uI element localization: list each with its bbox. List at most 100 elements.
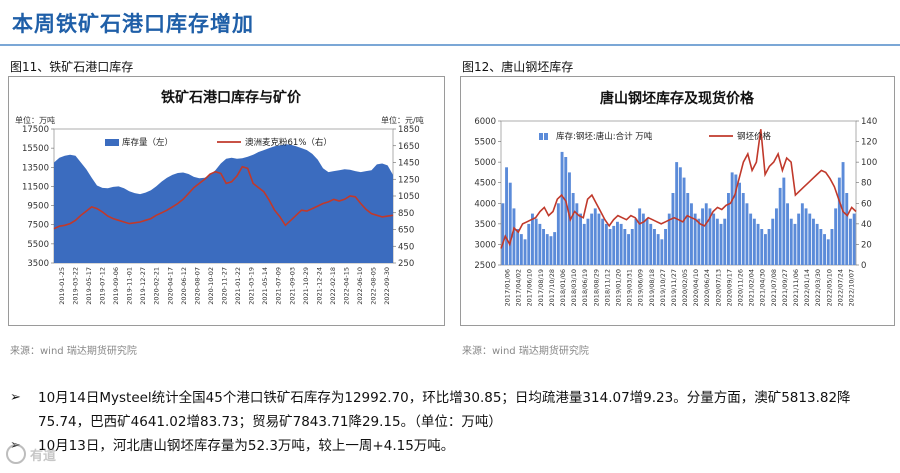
left-tick-label: 2500 <box>474 261 496 271</box>
inventory-bar <box>686 193 690 265</box>
x-tick-label: 2019/10/27 <box>659 269 667 306</box>
plot-area: 3500 5500 7500 9500 11500 13500 15500 17500 250 4… <box>22 125 420 305</box>
inventory-bar <box>616 221 619 265</box>
x-tick-label: 2020/11/26 <box>737 269 745 306</box>
inventory-bar <box>512 208 516 265</box>
plot-area: 2500 3000 3500 4000 4500 5000 5500 6000 0 20 40 60 8… <box>474 117 877 306</box>
inventory-bar <box>571 193 575 265</box>
x-tick-label: 2022/10/07 <box>847 269 855 306</box>
inventory-bar <box>808 213 812 265</box>
chart-panel-port-inventory: 图11、铁矿石港口库存 铁矿石港口库存与矿价 单位：万吨 单位：元/吨 3500… <box>8 58 445 357</box>
inventory-bar <box>800 203 804 265</box>
inventory-bar <box>582 223 586 265</box>
plot-border <box>500 120 857 266</box>
chart-panel-billet-inventory: 图12、唐山钢坯库存 唐山钢坯库存及现货价格 2500 3000 3500 4000 4… <box>460 58 895 357</box>
inventory-bar <box>608 229 612 265</box>
x-tick-label: 2019/01/20 <box>614 269 622 306</box>
right-tick-label: 1450 <box>398 159 420 169</box>
inventory-bar <box>634 218 638 265</box>
right-tick-label: 20 <box>861 240 872 250</box>
inventory-bar <box>767 229 771 265</box>
inventory-bar <box>630 229 634 265</box>
inventory-bar <box>708 208 712 265</box>
inventory-bar <box>656 234 660 265</box>
inventory-bar <box>704 203 708 265</box>
x-tick-label: 2019-05-17 <box>85 267 93 305</box>
inventory-bar <box>538 223 542 265</box>
inventory-bar <box>623 229 627 265</box>
inventory-bar <box>834 208 838 265</box>
inventory-bar <box>542 229 545 265</box>
legend-label-price: 钢坯价格 <box>737 131 772 142</box>
x-tick-label: 2019/08/18 <box>648 269 656 306</box>
x-tick-label: 2021/09/27 <box>781 269 789 306</box>
inventory-bar <box>738 182 741 265</box>
left-tick-label: 5000 <box>474 158 496 168</box>
left-tick-label: 17500 <box>22 125 49 135</box>
x-tick-label: 2021-12-24 <box>315 267 323 305</box>
inventory-bar <box>771 218 775 265</box>
chart-title: 铁矿石港口库存与矿价 <box>161 89 302 106</box>
inventory-bar <box>697 218 701 265</box>
x-tick-label: 2018/11/12 <box>603 269 611 306</box>
right-tick-label: 1050 <box>398 192 420 202</box>
inventory-bar <box>723 218 727 265</box>
inventory-bar <box>715 218 719 265</box>
inventory-bar <box>775 208 778 265</box>
left-tick-label: 4500 <box>474 179 496 189</box>
left-tick-label: 3500 <box>27 259 49 269</box>
figure-caption-12: 图12、唐山钢坯库存 <box>462 60 574 74</box>
source-note-left: 来源：wind 瑞达期货研究院 <box>10 346 137 357</box>
x-tick-label: 2019-12-27 <box>139 267 147 305</box>
x-tick-label: 2020-11-27 <box>221 267 229 305</box>
left-tick-label: 5500 <box>474 138 496 148</box>
inventory-bar <box>664 229 667 265</box>
inventory-bar <box>597 213 601 265</box>
x-tick-label: 2017/01/06 <box>504 269 512 306</box>
legend-swatch-inventory <box>105 139 119 146</box>
inventory-bar <box>505 167 508 265</box>
left-tick-label: 13500 <box>22 163 49 173</box>
x-tick-label: 2020/09/17 <box>725 269 733 306</box>
x-tick-label: 2022/01/14 <box>803 269 811 306</box>
inventory-bar <box>604 223 608 265</box>
price-line <box>500 129 857 249</box>
inventory-bar <box>675 162 679 265</box>
x-tick-label: 2022-04-15 <box>343 267 351 305</box>
inventory-bar <box>641 213 645 265</box>
inventory-bar <box>789 218 793 265</box>
x-tick-label: 2021-01-22 <box>234 267 242 305</box>
legend-label-inventory: 库存量（左） <box>122 137 173 148</box>
x-tick-label: 2017/04/02 <box>515 269 523 306</box>
x-tick-label: 2021/04/30 <box>759 269 767 306</box>
left-tick-label: 7500 <box>27 221 49 231</box>
legend-label-inventory: 库存:钢坯:唐山:合计 万吨 <box>556 131 653 142</box>
x-tick-label: 2022/07/24 <box>836 269 844 306</box>
right-tick-label: 1850 <box>398 125 420 135</box>
figure-caption-11: 图11、铁矿石港口库存 <box>10 60 134 74</box>
inventory-bar <box>823 234 826 265</box>
legend: 库存量（左） 澳洲麦克粉61%（右） <box>105 137 332 148</box>
x-tick-label: 2018/06/19 <box>581 269 589 306</box>
x-tick-label: 2019/03/31 <box>626 269 634 306</box>
inventory-bar <box>730 172 734 265</box>
x-tick-label: 2018/08/29 <box>592 269 600 306</box>
inventory-bar <box>671 193 675 265</box>
x-tick-label: 2019-11-01 <box>126 267 134 305</box>
inventory-bar <box>553 232 557 265</box>
inventory-bar <box>638 208 642 265</box>
x-tick-label: 2020-10-02 <box>207 267 215 305</box>
billet-inventory-chart: 唐山钢坯库存及现货价格 2500 3000 3500 4000 4500 5000 5500… <box>474 90 877 306</box>
right-tick-label: 850 <box>398 209 414 219</box>
x-tick-label: 2022-08-05 <box>370 267 378 305</box>
inventory-bar <box>516 229 520 265</box>
inventory-bar <box>556 203 560 265</box>
slide-title: 本周铁矿石港口库存增加 <box>12 12 254 36</box>
x-tick-label: 2020/02/05 <box>681 269 689 306</box>
inventory-bar <box>845 193 849 265</box>
inventory-bar <box>830 229 834 265</box>
left-tick-label: 11500 <box>22 182 49 192</box>
bullet-text: 10月14日Mysteel统计全国45个港口铁矿石库存为12992.70，环比增… <box>38 390 851 430</box>
legend-swatch-inventory <box>544 133 548 140</box>
inventory-bar <box>760 229 764 265</box>
